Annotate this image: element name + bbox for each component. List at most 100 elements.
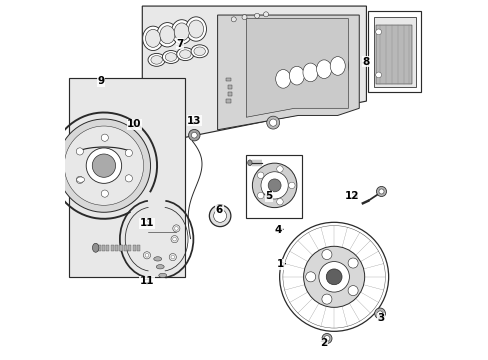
Polygon shape bbox=[246, 19, 348, 117]
Circle shape bbox=[375, 29, 381, 35]
Circle shape bbox=[86, 148, 122, 183]
Bar bbox=[226, 78, 230, 81]
Ellipse shape bbox=[145, 30, 160, 47]
Ellipse shape bbox=[316, 60, 331, 78]
Text: 1: 1 bbox=[276, 259, 284, 269]
Circle shape bbox=[325, 269, 341, 285]
Ellipse shape bbox=[151, 55, 162, 64]
Text: 6: 6 bbox=[215, 206, 223, 216]
Circle shape bbox=[276, 166, 283, 172]
Circle shape bbox=[288, 182, 294, 189]
Bar bbox=[373, 17, 415, 87]
Text: 11: 11 bbox=[140, 276, 154, 286]
Bar bbox=[123, 245, 127, 251]
Bar bbox=[137, 245, 140, 251]
Bar bbox=[119, 245, 122, 251]
Circle shape bbox=[321, 249, 331, 260]
Ellipse shape bbox=[194, 47, 205, 55]
Circle shape bbox=[347, 258, 357, 268]
Bar bbox=[226, 99, 230, 103]
Ellipse shape bbox=[247, 160, 251, 166]
Ellipse shape bbox=[313, 56, 334, 82]
Circle shape bbox=[242, 15, 246, 20]
Ellipse shape bbox=[329, 57, 345, 75]
Circle shape bbox=[209, 205, 230, 226]
Ellipse shape bbox=[160, 26, 175, 44]
Bar bbox=[227, 85, 232, 89]
Circle shape bbox=[101, 190, 108, 197]
Bar bbox=[97, 245, 101, 251]
Bar bbox=[110, 245, 114, 251]
Bar bbox=[115, 245, 118, 251]
Bar bbox=[367, 12, 421, 92]
Ellipse shape bbox=[77, 177, 84, 182]
Circle shape bbox=[174, 226, 178, 230]
Circle shape bbox=[269, 119, 276, 126]
Circle shape bbox=[172, 237, 176, 241]
Circle shape bbox=[231, 17, 236, 22]
Ellipse shape bbox=[191, 45, 208, 58]
Circle shape bbox=[276, 198, 283, 205]
Circle shape bbox=[254, 13, 259, 18]
Text: 11: 11 bbox=[140, 218, 154, 228]
Text: 2: 2 bbox=[319, 338, 326, 348]
Ellipse shape bbox=[326, 53, 348, 79]
Ellipse shape bbox=[157, 23, 178, 47]
Circle shape bbox=[303, 246, 364, 307]
Text: 10: 10 bbox=[127, 120, 142, 129]
Circle shape bbox=[375, 72, 381, 78]
Text: 4: 4 bbox=[274, 225, 282, 235]
Ellipse shape bbox=[142, 26, 163, 50]
Circle shape bbox=[257, 172, 264, 179]
Circle shape bbox=[376, 186, 386, 197]
Polygon shape bbox=[142, 6, 366, 146]
Circle shape bbox=[191, 132, 197, 138]
Circle shape bbox=[321, 333, 331, 343]
Text: 7: 7 bbox=[176, 39, 183, 49]
Circle shape bbox=[374, 308, 385, 319]
Ellipse shape bbox=[179, 50, 191, 58]
Circle shape bbox=[125, 175, 132, 182]
Ellipse shape bbox=[156, 265, 164, 269]
Circle shape bbox=[76, 176, 83, 184]
Circle shape bbox=[305, 272, 315, 282]
Circle shape bbox=[188, 130, 200, 141]
Circle shape bbox=[145, 253, 148, 257]
Text: 5: 5 bbox=[264, 191, 272, 201]
Ellipse shape bbox=[303, 63, 317, 82]
Circle shape bbox=[324, 336, 329, 341]
Bar bbox=[102, 245, 105, 251]
Circle shape bbox=[261, 172, 287, 199]
Text: 9: 9 bbox=[97, 76, 104, 86]
Circle shape bbox=[171, 255, 174, 259]
Circle shape bbox=[257, 192, 264, 199]
Bar bbox=[128, 245, 131, 251]
Circle shape bbox=[279, 222, 388, 331]
Circle shape bbox=[172, 225, 180, 232]
Circle shape bbox=[318, 262, 349, 292]
Bar bbox=[227, 92, 232, 96]
Circle shape bbox=[252, 163, 296, 208]
Polygon shape bbox=[217, 15, 359, 130]
Bar bbox=[69, 78, 185, 277]
Circle shape bbox=[266, 116, 279, 129]
Ellipse shape bbox=[165, 53, 176, 61]
Text: 13: 13 bbox=[187, 116, 201, 126]
Ellipse shape bbox=[162, 50, 179, 63]
Bar bbox=[246, 155, 301, 218]
Circle shape bbox=[125, 149, 132, 157]
Bar bbox=[132, 245, 136, 251]
Circle shape bbox=[378, 189, 383, 194]
Circle shape bbox=[171, 235, 178, 243]
Ellipse shape bbox=[299, 59, 321, 85]
Ellipse shape bbox=[171, 20, 192, 44]
Ellipse shape bbox=[159, 273, 166, 278]
Circle shape bbox=[263, 12, 268, 17]
Bar bbox=[376, 25, 411, 84]
Circle shape bbox=[169, 253, 176, 261]
Circle shape bbox=[321, 294, 331, 304]
Text: 12: 12 bbox=[344, 191, 359, 201]
Circle shape bbox=[76, 148, 83, 155]
Text: 8: 8 bbox=[362, 57, 369, 67]
Ellipse shape bbox=[272, 66, 293, 92]
